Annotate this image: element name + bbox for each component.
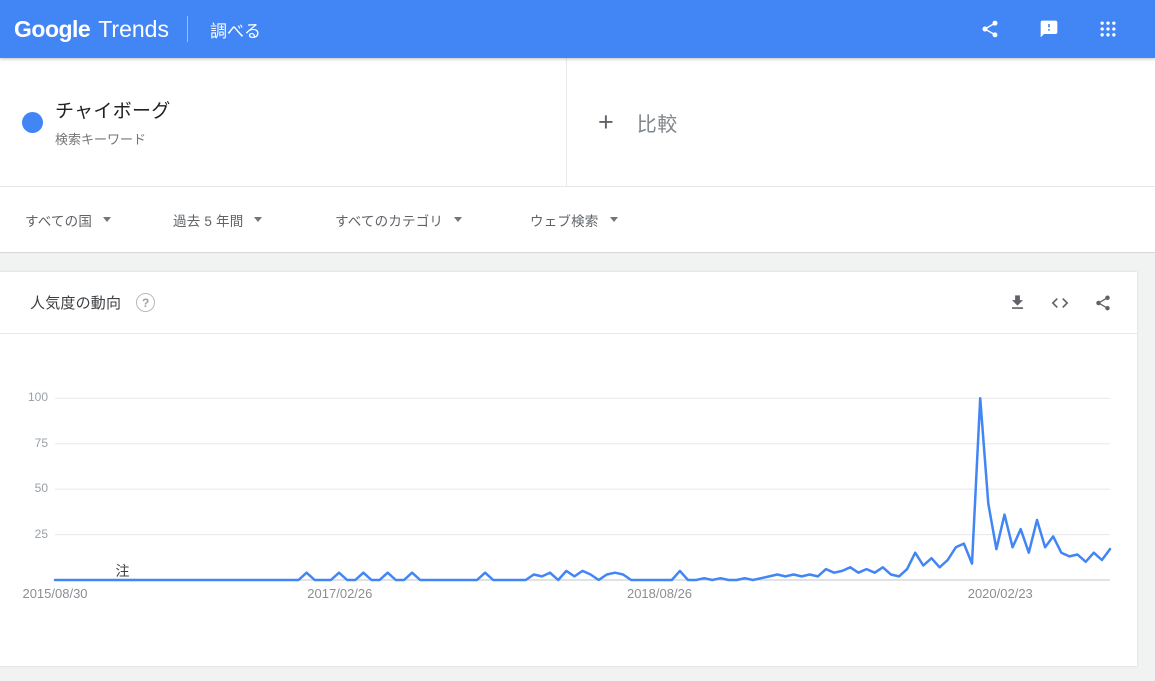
- filter-country-label: すべての国: [25, 213, 93, 229]
- x-axis-tick-label: 2015/08/30: [22, 586, 88, 601]
- search-term-title: チャイボーグ: [55, 101, 171, 122]
- search-terms-row: チャイボーグ 検索キーワード + 比較: [0, 58, 1155, 187]
- chevron-down-icon: [609, 217, 618, 222]
- search-term-card[interactable]: チャイボーグ 検索キーワード: [0, 58, 567, 186]
- filter-category[interactable]: すべてのカテゴリ: [335, 187, 463, 252]
- trend-chart[interactable]: [53, 390, 1112, 590]
- y-axis-tick-label: 100: [27, 390, 48, 405]
- chart-note-marker[interactable]: 注: [115, 563, 130, 579]
- nav-explore[interactable]: 調べる: [209, 21, 261, 41]
- filter-time-range[interactable]: 過去 5 年間: [173, 187, 263, 252]
- x-axis-tick-label: 2017/02/26: [307, 586, 373, 601]
- series-color-dot: [22, 111, 43, 133]
- chevron-down-icon: [454, 217, 463, 222]
- feedback-icon[interactable]: [1038, 18, 1060, 40]
- chart-header: 人気度の動向 ?: [0, 272, 1137, 334]
- y-axis-tick-label: 50: [34, 481, 48, 496]
- y-axis-tick-label: 25: [34, 526, 48, 541]
- download-icon[interactable]: [1007, 293, 1027, 313]
- filter-category-label: すべてのカテゴリ: [335, 213, 444, 229]
- filter-bar: すべての国 過去 5 年間 すべてのカテゴリ ウェブ検索: [0, 187, 1155, 253]
- filter-country[interactable]: すべての国: [25, 187, 112, 252]
- app-header: Google Trends 調べる: [0, 0, 1155, 58]
- trend-line-svg: [53, 396, 1112, 582]
- embed-icon[interactable]: [1050, 293, 1070, 313]
- filter-search-type-label: ウェブ検索: [530, 213, 599, 229]
- google-trends-logo[interactable]: Google Trends: [14, 16, 169, 43]
- plus-icon: +: [598, 106, 614, 137]
- help-icon[interactable]: ?: [136, 293, 156, 312]
- x-axis-tick-label: 2020/02/23: [967, 586, 1033, 601]
- logo-trends-text: Trends: [98, 15, 169, 42]
- chart-title: 人気度の動向: [30, 295, 122, 312]
- share-icon[interactable]: [1093, 293, 1113, 313]
- search-term-type: 検索キーワード: [55, 132, 147, 147]
- logo-google-text: Google: [14, 15, 91, 42]
- y-axis-tick-label: 75: [34, 435, 48, 450]
- x-axis-tick-label: 2018/08/26: [626, 586, 693, 601]
- interest-over-time-card: 人気度の動向 ? 25 50 75 100 2015/08/30 2017/02/26 20…: [0, 272, 1137, 666]
- header-actions: [979, 18, 1119, 40]
- add-comparison-button[interactable]: + 比較: [567, 58, 1155, 186]
- chevron-down-icon: [254, 217, 263, 222]
- filter-time-range-label: 過去 5 年間: [173, 213, 244, 229]
- share-icon[interactable]: [979, 18, 1001, 40]
- filter-search-type[interactable]: ウェブ検索: [530, 187, 618, 252]
- chevron-down-icon: [103, 217, 112, 222]
- header-divider: [186, 16, 188, 42]
- apps-grid-icon[interactable]: [1097, 18, 1119, 40]
- chart-toolbar: [1007, 293, 1113, 313]
- compare-placeholder: 比較: [636, 113, 678, 136]
